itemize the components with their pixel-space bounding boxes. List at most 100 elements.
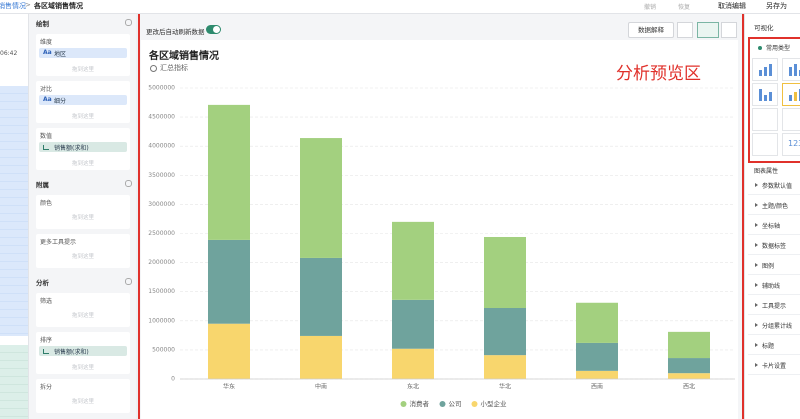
tile-bar [794,64,797,76]
property-arrow [755,283,758,287]
table-view-button[interactable] [721,22,737,38]
field-chip[interactable] [39,48,127,58]
bar-segment [576,302,618,343]
undo-button[interactable]: 撤销 [644,4,657,11]
legend-swatch [471,401,478,407]
kpi-icon: 123 [788,139,800,148]
bar-segment [300,138,342,258]
bar-segment [208,104,250,240]
tile-bar [769,64,772,76]
well-placeholder: 拖到这里 [71,161,94,167]
bar-segment [300,257,342,336]
bar-segment [668,331,710,359]
field-well[interactable] [36,379,130,413]
y-tick-label: 4500000 [148,114,175,121]
legend-swatch [400,401,407,407]
bar-segment [576,370,618,379]
property-arrow [755,343,758,347]
field-well[interactable] [36,195,130,229]
types-box [748,37,800,163]
property-row[interactable] [748,358,800,375]
legend-label: 小型企业 [481,399,508,408]
section-gear[interactable] [125,180,132,187]
chart-type-tile[interactable] [752,58,778,81]
property-arrow [755,263,758,267]
auto-refresh-toggle[interactable] [206,25,221,34]
tile-bar [789,95,792,101]
bar-segment [300,335,342,379]
property-row[interactable] [748,198,800,215]
chart-subtitle: 汇总指标 [160,64,188,72]
save-as-button[interactable]: 另存为 [766,2,787,10]
x-tick-label: 西北 [683,383,695,391]
property-label: 分组累计线 [762,323,793,330]
section-gear[interactable] [125,278,132,285]
bar-segment [576,342,618,371]
well-label: 拆分 [40,384,53,391]
property-row[interactable] [748,338,800,355]
field-chip[interactable] [39,95,127,105]
field-well[interactable] [36,234,130,268]
x-tick-label: 中南 [315,383,327,391]
view-button[interactable] [677,22,693,38]
types-dot [758,46,762,50]
well-label: 颜色 [40,200,53,207]
x-tick-label: 华北 [499,383,511,391]
property-row[interactable] [748,178,800,195]
explain-button[interactable]: 数据解释 [628,22,674,38]
well-placeholder: 拖到这里 [71,313,94,319]
property-row[interactable] [748,298,800,315]
breadcrumb-parent[interactable]: 销售情况 [0,2,26,10]
field-name: 销售额(求和) [54,145,89,152]
property-row[interactable] [748,278,800,295]
chart-type-tile[interactable] [782,133,800,156]
well-placeholder: 拖到这里 [71,254,94,260]
chart-type-tile[interactable] [782,83,800,106]
property-row[interactable] [748,318,800,335]
well-label: 更多工具提示 [40,239,77,246]
tile-bar [789,67,792,76]
field-name: 地区 [54,51,67,58]
property-label: 数据标签 [762,243,787,250]
field-icon: Aa [43,49,52,56]
property-row[interactable] [748,258,800,275]
top-bar [0,0,800,14]
section-gear[interactable] [125,19,132,26]
field-icon: Aa [43,96,52,103]
tile-bar [759,70,762,76]
property-label: 主题/颜色 [762,203,789,210]
x-tick-label: 东北 [407,383,419,391]
chart-type-tile[interactable] [782,58,800,81]
bar-segment [668,373,710,379]
property-row[interactable] [748,238,800,255]
well-label: 对比 [40,86,53,93]
data-rows [0,86,28,336]
field-well[interactable] [36,293,130,327]
auto-refresh-label: 更改后自动刷新数据 [146,28,205,36]
chart-type-tile[interactable] [752,108,778,131]
property-row[interactable] [748,218,800,235]
y-tick-label: 3500000 [148,172,175,179]
annotation: 分析预览区 [616,64,701,84]
bar-segment [392,348,434,379]
bar-segment [392,299,434,349]
legend-swatch [439,401,446,407]
field-chip[interactable] [39,346,127,356]
redo-button[interactable]: 恢复 [678,4,691,11]
property-label: 坐标轴 [762,223,781,230]
right-panel [744,14,800,419]
chart-type-tile[interactable] [752,133,778,156]
bar-segment [392,221,434,300]
chart-type-tile[interactable] [752,83,778,106]
property-arrow [755,203,758,207]
well-label: 筛选 [40,298,53,305]
field-chip[interactable] [39,142,127,152]
cancel-edit-button[interactable]: 取消编辑 [718,2,746,10]
property-arrow [755,243,758,247]
chart-type-tile[interactable] [782,108,800,131]
bar-segment [668,358,710,374]
bar-segment [484,355,526,379]
well-label: 排序 [40,337,53,344]
chart-view-button[interactable] [697,22,719,38]
well-label: 维度 [40,39,53,46]
